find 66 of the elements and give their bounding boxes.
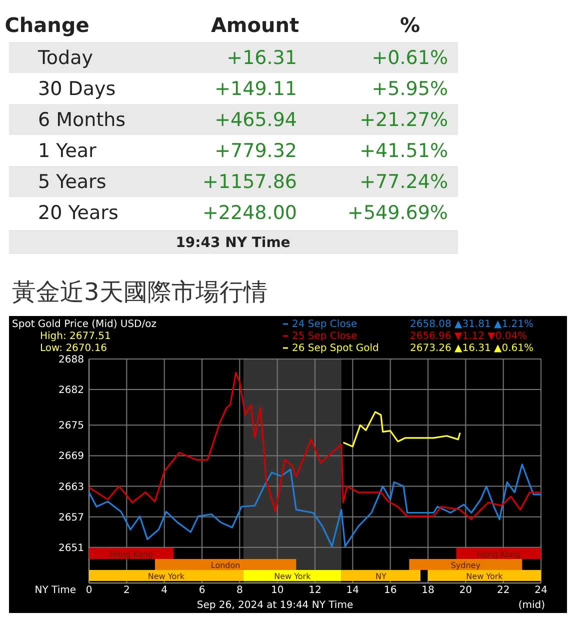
text: +549.69% xyxy=(348,202,448,224)
y-tick-label: 2669 xyxy=(58,451,84,462)
x-tick-label: 4 xyxy=(161,585,168,596)
text: +0.61% xyxy=(372,47,448,69)
y-tick-label: 2657 xyxy=(58,512,84,524)
text: 19:43 NY Time xyxy=(176,235,290,251)
x-tick-label: 12 xyxy=(308,585,322,596)
text: 2673.26 ▲16.31 ▲0.61% xyxy=(410,343,534,354)
line-series xyxy=(88,464,542,548)
text: 2658.08 ▲31.81 ▲1.21% xyxy=(410,319,534,330)
text: (mid) xyxy=(518,600,546,611)
category-label: 5 Years xyxy=(38,171,106,193)
band-label: London xyxy=(210,561,240,570)
text: +149.11 xyxy=(214,78,297,100)
x-tick-label: 6 xyxy=(198,585,206,596)
x-tick-label: 18 xyxy=(422,585,434,596)
line-series xyxy=(342,411,461,448)
y-tick-label: 2682 xyxy=(58,385,84,396)
band-label: New York xyxy=(466,572,504,581)
category-label: Change xyxy=(4,13,90,37)
x-tick-label: 14 xyxy=(346,585,360,596)
x-tick-label: 16 xyxy=(384,585,397,596)
x-tick-label: 20 xyxy=(459,585,472,596)
chart-title: 黃金近3天國際市場行情 xyxy=(12,278,268,306)
band-label: Hong Kong xyxy=(476,550,520,559)
x-tick-label: 22 xyxy=(496,585,510,596)
text: High: 2677.51 xyxy=(40,331,111,342)
y-tick-label: 2663 xyxy=(58,482,84,493)
band-label: NY xyxy=(375,572,386,581)
band-label: New York xyxy=(274,572,312,581)
x-axis-title: NY Time xyxy=(34,585,76,596)
text: +5.95% xyxy=(372,78,448,100)
x-tick-label: 2 xyxy=(123,585,130,596)
x-tick-label: 10 xyxy=(270,585,284,596)
band-label: Hong Kong xyxy=(110,550,154,559)
category-label: 30 Days xyxy=(38,78,116,100)
text: +779.32 xyxy=(214,140,297,162)
text: +21.27% xyxy=(360,109,448,131)
x-tick-label: 8 xyxy=(236,585,243,596)
text: +2248.00 xyxy=(202,202,297,224)
category-label: 20 Years xyxy=(38,202,118,224)
line-series xyxy=(88,372,542,520)
text: +465.94 xyxy=(214,109,297,131)
y-tick-label: 2675 xyxy=(58,420,84,432)
text: 2656.96 ▼1.12 ▼0.04% xyxy=(410,331,528,342)
category-label: % xyxy=(400,13,420,37)
category-label: Amount xyxy=(210,13,300,37)
y-tick-label: 2651 xyxy=(58,542,84,554)
category-label: 6 Months xyxy=(38,109,126,131)
x-tick-label: 24 xyxy=(534,585,548,596)
text: +1157.86 xyxy=(202,171,297,193)
text: +41.51% xyxy=(360,140,448,162)
text: Sep 26, 2024 at 19:44 NY Time xyxy=(196,600,354,611)
y-tick-label: 2688 xyxy=(58,354,84,366)
category-label: Today xyxy=(38,47,93,69)
text: +77.24% xyxy=(360,171,448,193)
x-tick-label: 0 xyxy=(86,585,92,596)
legend-label: 25 Sep Close xyxy=(292,331,358,342)
text: +16.31 xyxy=(226,47,297,69)
text: Low: 2670.16 xyxy=(40,343,108,354)
legend-label: 26 Sep Spot Gold xyxy=(292,343,379,354)
band-label: Sydney xyxy=(450,561,481,570)
chart-subtitle: Spot Gold Price (Mid) USD/oz xyxy=(12,319,156,330)
legend-label: 24 Sep Close xyxy=(292,319,358,330)
band-label: New York xyxy=(148,572,185,581)
category-label: 1 Year xyxy=(38,140,96,162)
